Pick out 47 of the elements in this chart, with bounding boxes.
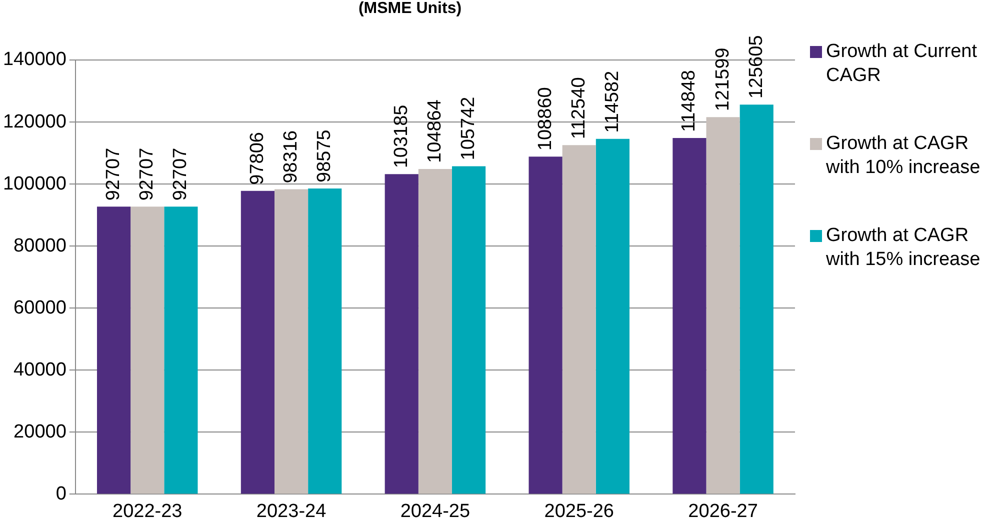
bar xyxy=(740,104,774,494)
y-tick-label: 0 xyxy=(56,483,66,504)
y-tick-label: 80000 xyxy=(14,235,66,256)
data-label: 121599 xyxy=(712,48,734,112)
bar xyxy=(164,206,198,494)
bar xyxy=(96,206,131,494)
data-label: 92707 xyxy=(136,148,158,201)
data-label: 105742 xyxy=(458,96,480,160)
y-tick-label: 140000 xyxy=(2,49,66,70)
legend-label: Growth at CAGR with 10% increase xyxy=(826,132,982,180)
y-tick-label: 120000 xyxy=(2,111,66,132)
data-label: 125605 xyxy=(746,35,767,99)
bar xyxy=(596,138,630,494)
bar xyxy=(418,168,452,494)
data-label: 98316 xyxy=(280,130,302,184)
data-label: 92707 xyxy=(103,148,124,201)
data-label: 98575 xyxy=(314,130,336,182)
data-label: 114582 xyxy=(602,70,623,133)
bar xyxy=(672,138,706,494)
bar xyxy=(308,188,342,494)
bar xyxy=(130,206,164,494)
data-label: 112540 xyxy=(568,77,590,140)
data-label: 97806 xyxy=(246,132,268,185)
chart-title: (MSME Units) xyxy=(357,0,463,18)
data-label: 108860 xyxy=(534,87,556,151)
data-label: 104864 xyxy=(424,99,446,163)
x-tick-label: 2023-24 xyxy=(256,500,327,522)
y-tick-label: 20000 xyxy=(14,421,66,442)
bar xyxy=(240,190,274,494)
data-label: 103185 xyxy=(390,104,412,168)
x-tick-label: 2022-23 xyxy=(112,500,182,522)
x-tick-label: 2025-26 xyxy=(544,500,614,522)
bar xyxy=(452,166,486,494)
bar xyxy=(528,156,562,494)
bar xyxy=(706,117,740,494)
legend-label: Growth at Current CAGR xyxy=(826,40,978,88)
bar xyxy=(274,189,308,494)
y-tick-label: 60000 xyxy=(14,297,66,318)
bar xyxy=(384,174,418,494)
bar xyxy=(562,145,596,494)
data-label: 92707 xyxy=(170,148,192,201)
legend-label: Growth at CAGR with 15% increase xyxy=(826,224,982,272)
x-tick-label: 2024-25 xyxy=(400,500,470,522)
y-tick-label: 100000 xyxy=(2,173,66,194)
data-label: 114848 xyxy=(678,70,700,132)
y-tick-label: 40000 xyxy=(14,359,66,380)
x-tick-label: 2026-27 xyxy=(688,500,758,522)
